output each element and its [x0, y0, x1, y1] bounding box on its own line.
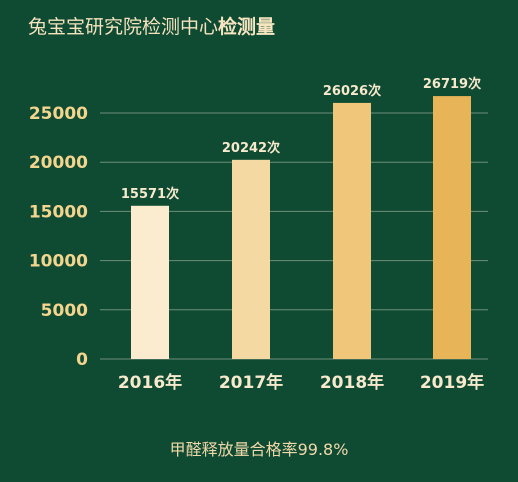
x-tick-label: 2016年	[118, 372, 182, 393]
y-tick-label: 10000	[29, 252, 88, 272]
bar	[433, 96, 471, 360]
data-label: 20242次	[222, 140, 280, 156]
y-axis-ticks: 0 5000 10000 15000 20000 25000	[29, 104, 88, 370]
y-tick-label: 25000	[29, 104, 88, 124]
chart-title: 兔宝宝研究院检测中心检测量	[28, 12, 275, 39]
bars	[131, 96, 471, 360]
y-tick-label: 0	[76, 350, 88, 370]
footer-note: 甲醛释放量合格率99.8%	[169, 440, 349, 459]
y-tick-label: 15000	[29, 202, 88, 222]
chart-title-main: 兔宝宝研究院检测中心	[28, 16, 219, 38]
bar	[131, 205, 169, 359]
y-tick-label: 5000	[41, 301, 88, 321]
x-tick-label: 2017年	[219, 372, 283, 393]
bar	[232, 159, 270, 359]
x-tick-label: 2018年	[320, 372, 384, 393]
x-axis-ticks: 2016年 2017年 2018年 2019年	[118, 372, 484, 393]
chart-title-bold: 检测量	[218, 16, 276, 38]
data-label: 15571次	[121, 186, 179, 202]
data-label: 26026次	[323, 83, 381, 99]
bar	[333, 102, 371, 359]
data-label: 26719次	[423, 76, 481, 92]
y-tick-label: 20000	[29, 153, 88, 173]
data-labels: 15571次 20242次 26026次 26719次	[121, 76, 481, 202]
x-tick-label: 2019年	[420, 372, 484, 393]
